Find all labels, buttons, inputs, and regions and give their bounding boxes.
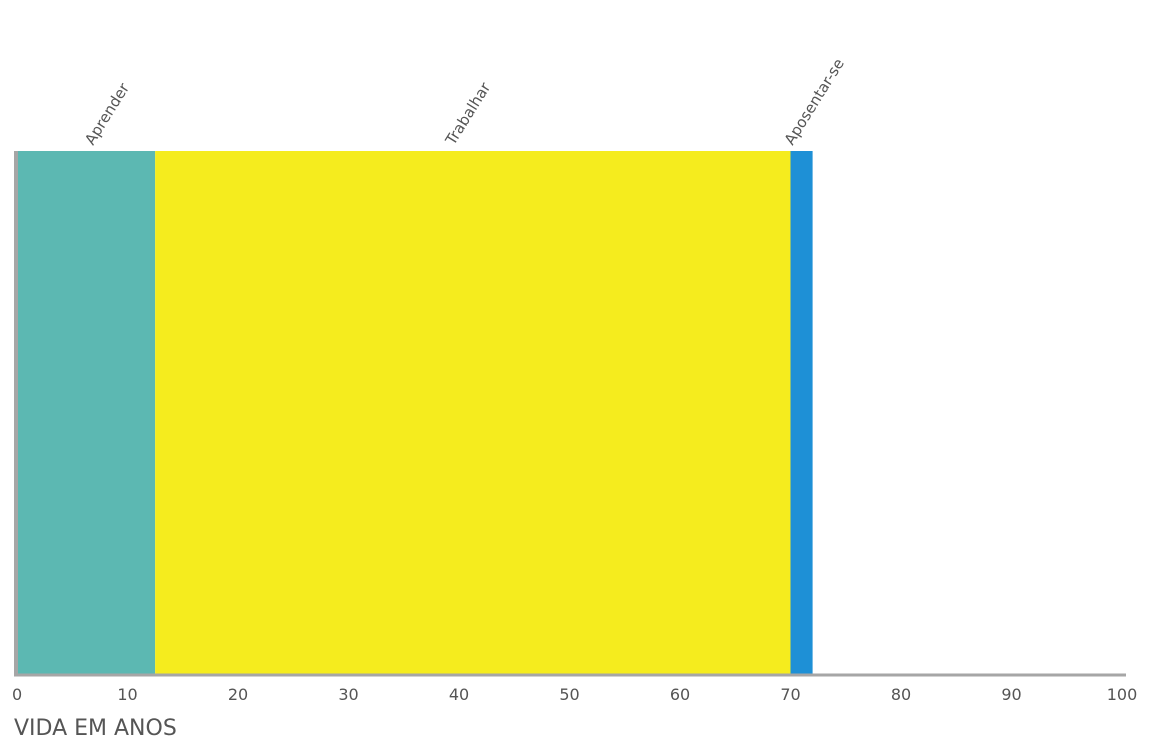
x-tick-label-20: 20 — [228, 685, 248, 704]
x-tick-label-10: 10 — [117, 685, 137, 704]
x-tick-label-40: 40 — [449, 685, 469, 704]
phase-label-aposentar-se: Aposentar-se — [781, 55, 848, 148]
x-tick-label-50: 50 — [559, 685, 579, 704]
x-tick-label-0: 0 — [12, 685, 22, 704]
phase-labels-layer: Aprender Trabalhar Aposentar-se — [81, 55, 848, 149]
x-tick-label-90: 90 — [1001, 685, 1021, 704]
x-axis-label: VIDA EM ANOS — [14, 716, 177, 740]
x-tick-labels: 0 10 20 30 40 50 60 70 80 90 100 — [12, 685, 1137, 704]
x-tick-label-100: 100 — [1107, 685, 1138, 704]
bar-segment-trabalhar — [155, 151, 791, 674]
phase-label-aprender: Aprender — [81, 79, 133, 148]
x-tick-label-60: 60 — [670, 685, 690, 704]
phase-label-trabalhar: Trabalhar — [441, 78, 494, 149]
x-tick-label-80: 80 — [891, 685, 911, 704]
x-tick-label-70: 70 — [780, 685, 800, 704]
x-tick-label-30: 30 — [338, 685, 358, 704]
bar-segment-aposentar-se — [790, 151, 813, 674]
bars-layer — [17, 151, 813, 674]
bar-segment-aprender — [17, 151, 156, 674]
